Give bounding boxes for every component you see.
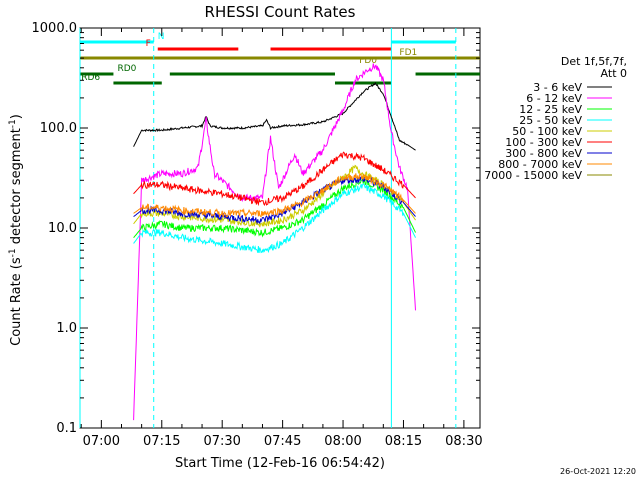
series-line-7 [133, 172, 416, 218]
x-tick-label: 08:30 [445, 434, 482, 449]
vertical-markers [79, 28, 457, 428]
x-tick-label: 07:15 [143, 434, 180, 449]
chart-title: RHESSI Count Rates [205, 3, 356, 21]
y-axis-title-mid: detector segment [9, 128, 24, 248]
x-axis-title: Start Time (12-Feb-16 06:54:42) [175, 456, 385, 471]
y-axis-title-main: Count Rate (s [9, 257, 24, 346]
y-axis-ticks: 0.1 1.0 10.0 100.0 1000.0 [32, 21, 480, 436]
y-tick-label: 100.0 [40, 121, 77, 136]
y-tick-label: 0.1 [56, 421, 77, 436]
legend-label: 6 - 12 keV [526, 92, 582, 105]
y-tick-label: 1.0 [56, 321, 77, 336]
legend-label: 300 - 800 keV [505, 147, 582, 160]
x-tick-label: 07:30 [203, 434, 240, 449]
y-axis-title: Count Rate (s-1 detector segment-1) [8, 114, 24, 346]
series-line-5 [133, 151, 416, 207]
legend-label: 25 - 50 keV [519, 114, 582, 127]
legend-label: 7000 - 15000 keV [484, 169, 582, 182]
legend-label: 12 - 25 keV [519, 103, 582, 116]
series-line-0 [133, 81, 416, 151]
legend-header-line1: Det 1f,5f,7f, [561, 55, 627, 68]
flag-label-fd0: FD0 [359, 56, 377, 66]
flag-bars: NF FD1 FD0 RD0 RD6 [80, 32, 480, 85]
flag-label-rd6: RD6 [81, 73, 100, 83]
series-line-3 [133, 183, 416, 254]
x-axis-ticks: 07:00 07:15 07:30 07:45 08:00 08:15 08:30 [80, 28, 483, 449]
y-axis-title-exp1: -1 [8, 248, 18, 257]
footer-timestamp: 26-Oct-2021 12:20 [560, 467, 636, 476]
x-tick-label: 07:00 [83, 434, 120, 449]
legend-label: 100 - 300 keV [505, 136, 582, 149]
y-axis-title-end: ) [9, 114, 24, 119]
x-tick-label: 08:15 [385, 434, 422, 449]
flag-label-rd0: RD0 [117, 64, 136, 74]
series-lines [133, 63, 416, 421]
x-tick-label: 08:00 [324, 434, 361, 449]
y-axis-title-exp2: -1 [8, 119, 18, 128]
x-tick-label: 07:45 [264, 434, 301, 449]
legend-label: 3 - 6 keV [533, 81, 582, 94]
y-tick-label: 1000.0 [32, 21, 78, 36]
legend-header-line2: Att 0 [601, 67, 627, 80]
flag-label-n: N [158, 32, 165, 42]
flag-label-f: F [146, 39, 151, 49]
series-line-6 [133, 175, 416, 225]
y-tick-label: 10.0 [48, 221, 77, 236]
flag-label-fd1: FD1 [399, 48, 417, 58]
legend-label: 800 - 7000 keV [498, 158, 582, 171]
series-line-1 [133, 63, 416, 421]
legend-label: 50 - 100 keV [512, 125, 582, 138]
